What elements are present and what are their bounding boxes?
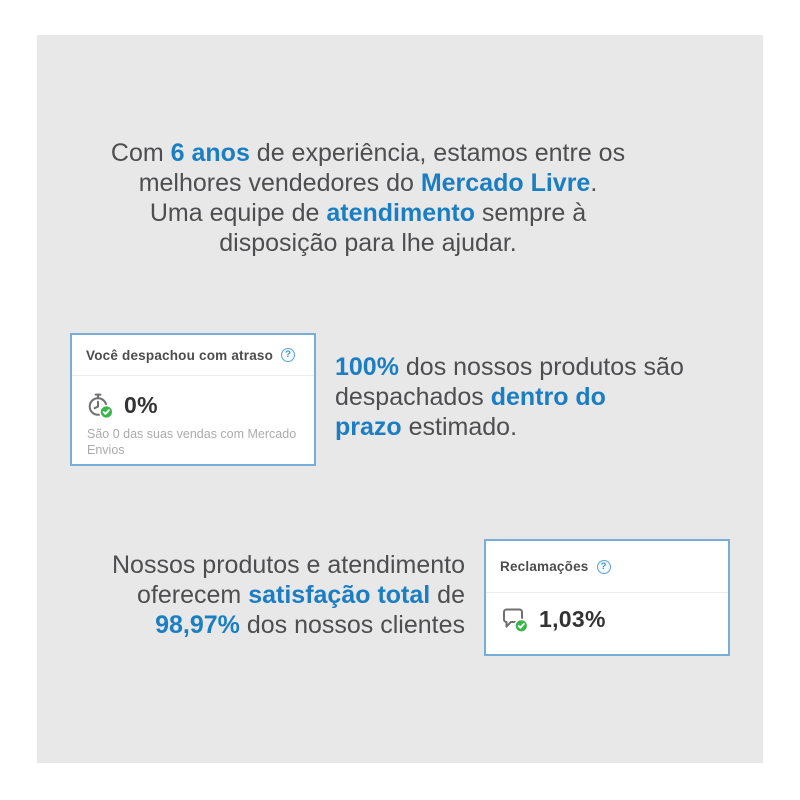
intro-paragraph: Com 6 anos de experiência, estamos entre… [0, 138, 736, 258]
highlighted-text: 98,97% [155, 611, 240, 639]
stopwatch-check-icon [88, 393, 114, 420]
satisfaction-claim-text: Nossos produtos e atendimento oferecem sa… [40, 550, 465, 640]
text-segment: de experiência, estamos entre os [249, 139, 626, 167]
dispatch-card-title: Você despachou com atraso [86, 347, 274, 363]
text-segment: de [430, 581, 465, 609]
text-line: oferecem satisfação total de [40, 580, 465, 610]
claims-value-row: 1,03% [486, 593, 728, 633]
text-segment: Uma equipe de [149, 199, 327, 227]
text-segment: dos nossos produtos são [398, 353, 684, 381]
text-segment: Nossos produtos e atendimento [112, 551, 465, 579]
dispatch-card-header: Você despachou com atraso ? [72, 335, 314, 376]
claims-card-header: Reclamações ? [486, 541, 728, 593]
highlighted-text: dentro do [490, 383, 606, 411]
text-line: disposição para lhe ajudar. [0, 228, 736, 258]
text-line: Nossos produtos e atendimento [40, 550, 465, 580]
highlighted-text: 100% [335, 353, 399, 381]
text-segment: despachados [335, 383, 491, 411]
text-segment: dos nossos clientes [239, 611, 465, 639]
chat-bubble-check-icon [503, 608, 529, 633]
text-segment: . [590, 169, 598, 197]
highlighted-text: 6 anos [170, 139, 250, 167]
claims-card-title: Reclamações [500, 559, 589, 574]
text-segment: melhores vendedores do [138, 169, 421, 197]
claims-metric-card: Reclamações ? 1,03% [484, 539, 730, 656]
text-segment: estimado. [401, 413, 518, 441]
text-line: 98,97% dos nossos clientes [40, 610, 465, 640]
text-segment: disposição para lhe ajudar. [219, 229, 517, 257]
dispatch-subtitle: São 0 das suas vendas com Mercado Envios [87, 427, 297, 457]
text-line: Uma equipe de atendimento sempre à [0, 198, 736, 228]
text-line: despachados dentro do [335, 382, 745, 412]
text-line: 100% dos nossos produtos são [335, 352, 745, 382]
highlighted-text: satisfação total [248, 581, 431, 609]
highlighted-text: prazo [335, 413, 402, 441]
dispatch-claim-text: 100% dos nossos produtos são despachados … [335, 352, 745, 442]
dispatch-value-row: 0% [72, 376, 314, 420]
highlighted-text: atendimento [326, 199, 475, 227]
claims-value: 1,03% [539, 606, 606, 632]
text-segment: Com [110, 139, 171, 167]
dispatch-metric-card: Você despachou com atraso ? 0% São 0 das… [70, 333, 316, 466]
text-segment: oferecem [137, 581, 249, 609]
text-line: prazo estimado. [335, 412, 745, 442]
text-line: melhores vendedores do Mercado Livre. [0, 168, 736, 198]
text-line: Com 6 anos de experiência, estamos entre… [0, 138, 736, 168]
help-icon[interactable]: ? [281, 348, 296, 362]
text-segment: sempre à [474, 199, 587, 227]
highlighted-text: Mercado Livre [420, 169, 591, 197]
help-icon[interactable]: ? [596, 559, 611, 574]
dispatch-value: 0% [124, 392, 158, 418]
